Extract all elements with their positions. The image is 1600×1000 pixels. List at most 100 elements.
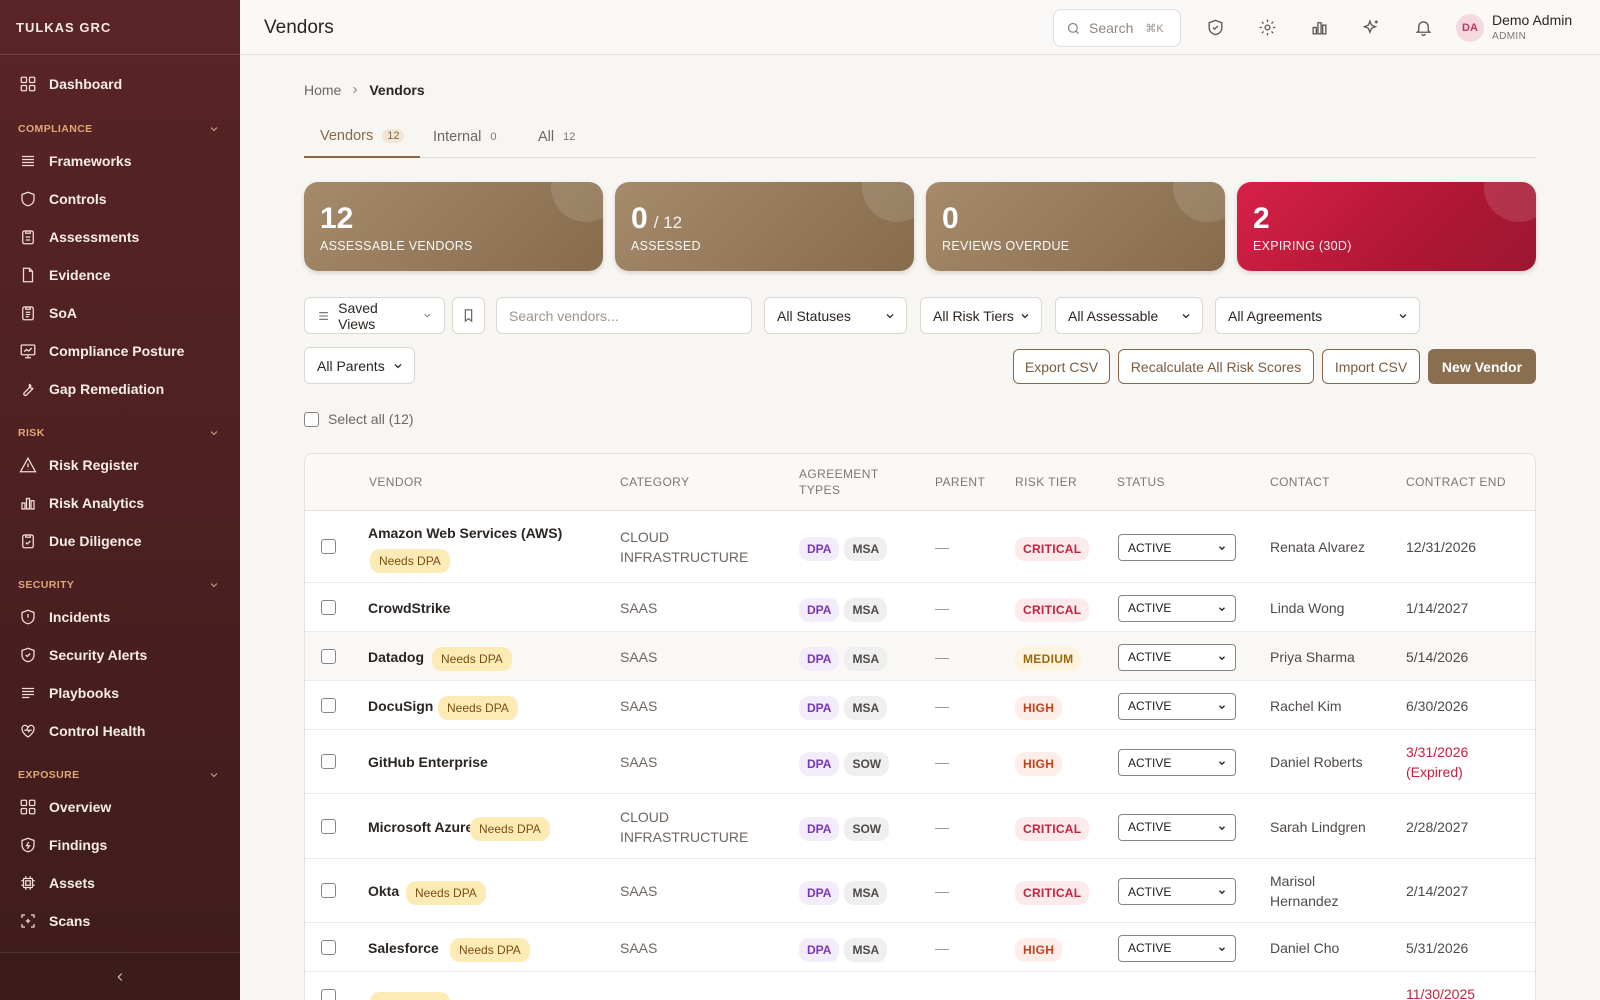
table-row[interactable]: DocuSign Needs DPA SAAS DPA MSA — HIGH ACTIVE Ra…: [305, 681, 1535, 730]
row-checkbox[interactable]: [321, 754, 336, 769]
user-name[interactable]: Demo Admin: [1492, 12, 1573, 28]
vendor-name-link[interactable]: Okta: [368, 883, 400, 899]
agreements-filter-select[interactable]: All Agreements: [1215, 297, 1420, 334]
row-checkbox[interactable]: [321, 818, 336, 834]
sidebar-item-frameworks[interactable]: Frameworks: [0, 144, 240, 178]
status-select[interactable]: ACTIVE: [1118, 813, 1236, 841]
vendor-name-link[interactable]: DocuSign: [368, 697, 434, 714]
sidebar-item-security-alerts[interactable]: Security Alerts: [0, 638, 240, 672]
status-filter-select[interactable]: All Statuses: [764, 297, 907, 334]
status-select[interactable]: ACTIVE: [1118, 692, 1236, 720]
column-header-status[interactable]: STATUS: [1117, 475, 1165, 489]
risk-tier-badge: CRITICAL: [1015, 597, 1090, 622]
shield-alert-icon: [18, 607, 38, 627]
column-header-contract-end[interactable]: CONTRACT END: [1406, 475, 1506, 489]
chevron-down-icon: [210, 773, 218, 778]
column-header-contact[interactable]: CONTACT: [1270, 475, 1330, 489]
select-all-checkbox[interactable]: [304, 411, 319, 427]
sidebar-item-risk-analytics[interactable]: Risk Analytics: [0, 486, 240, 520]
assessable-filter-select[interactable]: All Assessable: [1055, 297, 1203, 334]
shield-icon[interactable]: [1204, 16, 1226, 38]
vendor-name-link[interactable]: Salesforce: [368, 939, 439, 956]
table-row[interactable]: Microsoft Azure Needs DPA CLOUD INFRASTRUCT…: [305, 794, 1535, 859]
status-select[interactable]: ACTIVE: [1118, 878, 1236, 905]
vendor-name-link[interactable]: CrowdStrike: [368, 599, 451, 616]
import-csv-button[interactable]: Import CSV: [1322, 349, 1420, 384]
sidebar-item-playbooks[interactable]: Playbooks: [0, 676, 240, 710]
avatar[interactable]: DA: [1456, 14, 1484, 42]
sidebar-item-evidence[interactable]: Evidence: [0, 258, 240, 292]
saved-views-dropdown[interactable]: Saved Views: [304, 297, 445, 334]
sidebar-item-overview[interactable]: Overview: [0, 790, 240, 824]
sidebar-item-scans[interactable]: Scans: [0, 904, 240, 938]
select-value: All Statuses: [777, 307, 851, 324]
sidebar-item-gap-remediation[interactable]: Gap Remediation: [0, 372, 240, 406]
breadcrumb-home-link[interactable]: Home: [304, 82, 342, 98]
table-row[interactable]: Amazon Web Services (AWS) Needs DPA CLOUD I…: [305, 511, 1535, 583]
sidebar-item-control-health[interactable]: Control Health: [0, 714, 240, 748]
sidebar-item-due-diligence[interactable]: Due Diligence: [0, 524, 240, 558]
section-compliance[interactable]: COMPLIANCE: [0, 119, 240, 139]
section-security[interactable]: SECURITY: [0, 575, 240, 595]
vendor-name-link[interactable]: GitHub Enterprise: [368, 754, 488, 770]
global-search-button[interactable]: Search ⌘K: [1053, 9, 1181, 47]
recalculate-risk-scores-button[interactable]: Recalculate All Risk Scores: [1118, 349, 1314, 384]
vendor-name-link[interactable]: Datadog: [368, 648, 424, 665]
sidebar-item-soa[interactable]: SoA: [0, 296, 240, 330]
new-vendor-button[interactable]: New Vendor: [1428, 349, 1536, 384]
row-checkbox[interactable]: [321, 697, 336, 713]
row-checkbox[interactable]: [321, 883, 336, 898]
bookmark-button[interactable]: [452, 297, 485, 334]
section-exposure[interactable]: EXPOSURE: [0, 765, 240, 785]
bar-chart-icon[interactable]: [1308, 16, 1330, 38]
tab-internal[interactable]: Internal 0: [417, 115, 513, 158]
sidebar-item-findings[interactable]: Findings: [0, 828, 240, 862]
row-checkbox[interactable]: [321, 539, 336, 554]
sidebar-item-dashboard[interactable]: Dashboard: [0, 67, 240, 101]
column-header-parent[interactable]: PARENT: [935, 475, 986, 489]
status-select[interactable]: ACTIVE: [1118, 534, 1236, 561]
status-select[interactable]: ACTIVE: [1118, 934, 1236, 962]
status-select[interactable]: ACTIVE: [1118, 749, 1236, 776]
table-row[interactable]: GitHub Enterprise SAAS DPA SOW — HIGH ACTIVE Da…: [305, 730, 1535, 794]
tab-all[interactable]: All 12: [522, 115, 591, 158]
row-checkbox[interactable]: [321, 988, 336, 1000]
column-header-agreement-types[interactable]: AGREEMENT TYPES: [799, 466, 879, 498]
collapse-sidebar-button[interactable]: [0, 952, 240, 1000]
contact-cell: Rachel Kim: [1270, 697, 1342, 714]
needs-dpa-badge: Needs DPA: [438, 695, 518, 720]
risk-tier-filter-select[interactable]: All Risk Tiers: [920, 297, 1042, 334]
header-line: AGREEMENT: [799, 467, 879, 481]
row-checkbox[interactable]: [321, 939, 336, 955]
sidebar-item-controls[interactable]: Controls: [0, 182, 240, 216]
vendor-name-link[interactable]: Microsoft Azure: [368, 818, 474, 835]
row-checkbox[interactable]: [321, 648, 336, 664]
sidebar-item-compliance-posture[interactable]: Compliance Posture: [0, 334, 240, 368]
status-select[interactable]: ACTIVE: [1118, 594, 1236, 622]
vendor-name-link[interactable]: Amazon Web Services (AWS): [368, 525, 563, 541]
gear-icon[interactable]: [1256, 16, 1278, 38]
chevron-down-icon: [394, 364, 402, 369]
sparkles-icon[interactable]: [1360, 16, 1382, 38]
sidebar-item-assets[interactable]: Assets: [0, 866, 240, 900]
table-row[interactable]: 11/30/2025 Needs DPA: [305, 972, 1535, 1000]
tab-vendors[interactable]: Vendors 12: [304, 115, 421, 158]
vendor-search-input[interactable]: Search vendors...: [496, 297, 752, 334]
bell-icon[interactable]: [1412, 16, 1434, 38]
select-all[interactable]: Select all (12): [304, 411, 414, 427]
status-select[interactable]: ACTIVE: [1118, 643, 1236, 671]
table-row[interactable]: Datadog Needs DPA SAAS DPA MSA — MEDIUM ACTIVE P…: [305, 632, 1535, 681]
row-checkbox[interactable]: [321, 599, 336, 615]
table-row[interactable]: CrowdStrike SAAS DPA MSA — CRITICAL ACTIVE Lind…: [305, 583, 1535, 632]
column-header-risk-tier[interactable]: RISK TIER: [1015, 475, 1078, 489]
sidebar-item-risk-register[interactable]: Risk Register: [0, 448, 240, 482]
section-risk[interactable]: RISK: [0, 423, 240, 443]
column-header-vendor[interactable]: VENDOR: [369, 475, 423, 489]
table-row[interactable]: Okta Needs DPA SAAS DPA MSA — CRITICAL ACTIVE Ma…: [305, 859, 1535, 923]
sidebar-item-assessments[interactable]: Assessments: [0, 220, 240, 254]
parent-filter-select[interactable]: All Parents: [304, 347, 415, 384]
column-header-category[interactable]: CATEGORY: [620, 475, 690, 489]
sidebar-item-incidents[interactable]: Incidents: [0, 600, 240, 634]
table-row[interactable]: Salesforce Needs DPA SAAS DPA MSA — HIGH ACTIVE…: [305, 923, 1535, 972]
export-csv-button[interactable]: Export CSV: [1013, 349, 1110, 384]
